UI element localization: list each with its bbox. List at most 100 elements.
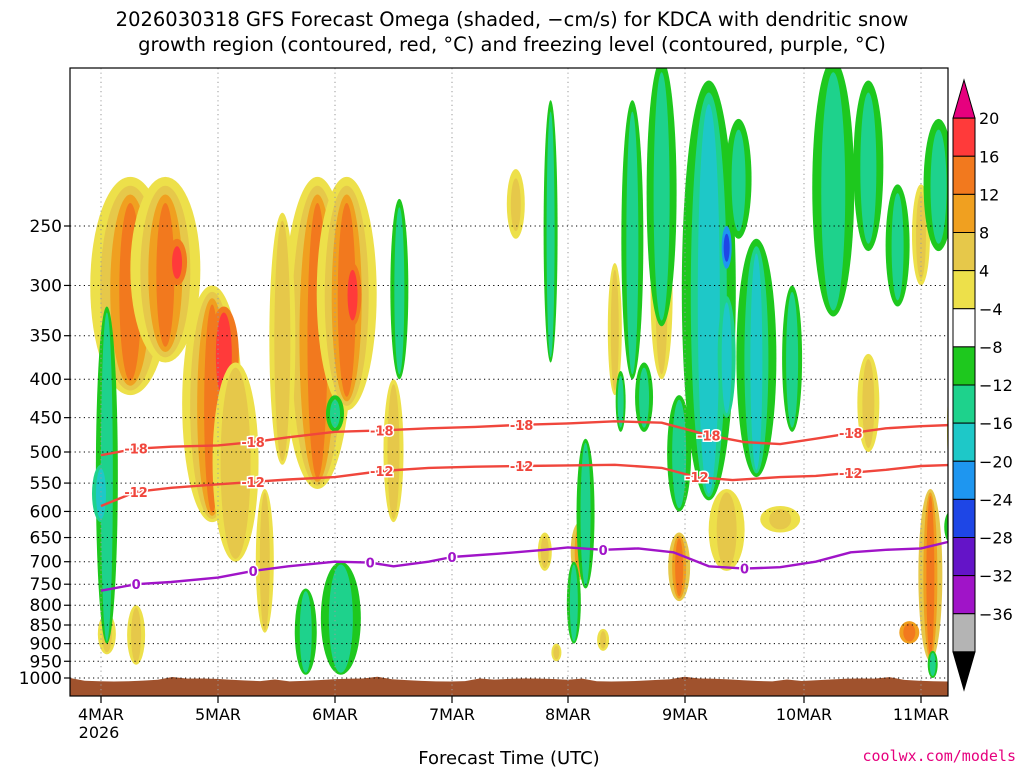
colorbar-label: −20 bbox=[979, 452, 1013, 471]
omega-shaded-region bbox=[926, 495, 935, 658]
y-tick-label: 350 bbox=[30, 327, 62, 347]
x-tick-label: 10MAR bbox=[776, 705, 832, 724]
omega-shaded-region bbox=[617, 375, 624, 428]
contour-label: -18 bbox=[697, 429, 721, 444]
contour-label: -12 bbox=[124, 486, 148, 501]
omega-shaded-region bbox=[786, 291, 799, 428]
colorbar-label: 4 bbox=[979, 262, 989, 281]
y-tick-label: 400 bbox=[30, 370, 62, 390]
omega-shaded-region bbox=[731, 129, 746, 232]
omega-shaded-region bbox=[639, 367, 650, 428]
colorbar-swatch bbox=[952, 422, 976, 462]
contour-label: 0 bbox=[599, 544, 608, 559]
omega-shaded-region bbox=[944, 512, 948, 542]
x-axis-title: Forecast Time (UTC) bbox=[418, 748, 599, 768]
y-tick-label: 850 bbox=[30, 616, 62, 636]
colorbar-swatch bbox=[952, 384, 976, 424]
omega-shaded-region bbox=[860, 92, 877, 244]
omega-shaded-region bbox=[697, 104, 720, 494]
chart-title-line-1: 2026030318 GFS Forecast Omega (shaded, −… bbox=[116, 8, 909, 31]
contour-label: -18 bbox=[124, 443, 148, 458]
contour-label: -18 bbox=[370, 424, 394, 439]
colorbar-label: −36 bbox=[979, 605, 1013, 624]
colorbar-label: 16 bbox=[979, 147, 999, 166]
y-tick-label: 1000 bbox=[19, 669, 62, 689]
omega-shaded-region bbox=[600, 631, 607, 649]
colorbar-swatch bbox=[952, 193, 976, 233]
omega-shaded-region bbox=[546, 111, 555, 358]
terrain-fill bbox=[70, 676, 948, 696]
x-tick-label: 9MAR bbox=[662, 705, 708, 724]
omega-shaded-region bbox=[510, 178, 521, 232]
y-tick-label: 900 bbox=[30, 635, 62, 655]
omega-shaded-region bbox=[653, 72, 670, 321]
colorbar-label: −4 bbox=[979, 300, 1003, 319]
omega-shaded-region bbox=[610, 269, 619, 391]
contour-line bbox=[100, 420, 948, 457]
colorbar-label: −24 bbox=[979, 490, 1013, 509]
pressure-axis: 2503003504004505005506006507007508008509… bbox=[19, 217, 70, 689]
contour-label: -18 bbox=[241, 436, 265, 451]
contour-label: -18 bbox=[510, 419, 534, 434]
y-tick-label: 700 bbox=[30, 553, 62, 573]
omega-shaded-region bbox=[172, 246, 183, 279]
y-tick-label: 450 bbox=[30, 409, 62, 429]
y-tick-label: 300 bbox=[30, 276, 62, 296]
omega-shaded-region bbox=[891, 193, 904, 301]
omega-shaded-region bbox=[672, 399, 687, 509]
x-tick-label: 7MAR bbox=[429, 705, 475, 724]
omega-shaded-region bbox=[580, 442, 591, 586]
chart-title-line-2: growth region (contoured, red, °C) and f… bbox=[138, 33, 886, 56]
temperature-contours: -18 -18 -18 -18 -18 -18 -12 -12 -12 -12 -12 -12 0 0 0 0… bbox=[100, 417, 948, 595]
colorbar-label: −8 bbox=[979, 338, 1003, 357]
omega-shaded-region bbox=[274, 220, 291, 462]
omega-shaded-region bbox=[569, 564, 578, 642]
contour-line bbox=[100, 463, 948, 508]
omega-shaded-region bbox=[930, 129, 947, 244]
omega-shaded-region bbox=[862, 359, 875, 449]
contour-label: 0 bbox=[132, 578, 141, 593]
colorbar-label: −32 bbox=[979, 567, 1013, 586]
omega-colorbar: 20 16 12 8 4 −4 −8 −12 −16 −20 −24 −28 −32 −36 bbox=[952, 78, 1013, 692]
omega-shaded-region bbox=[929, 652, 936, 677]
x-tick-label: 11MAR bbox=[893, 705, 949, 724]
colorbar-label: −28 bbox=[979, 529, 1013, 548]
omega-shaded-region bbox=[259, 492, 270, 631]
omega-shaded-region bbox=[347, 269, 358, 321]
colorbar-label: 8 bbox=[979, 224, 989, 243]
omega-shaded-region bbox=[626, 111, 639, 375]
colorbar-bottom-arrow bbox=[952, 651, 976, 692]
contour-label: 0 bbox=[447, 551, 456, 566]
omega-shaded-region bbox=[540, 535, 549, 569]
colorbar-swatch bbox=[952, 232, 976, 272]
y-tick-label: 950 bbox=[30, 652, 62, 672]
year-label: 2026 bbox=[79, 723, 120, 742]
colorbar-top-arrow bbox=[952, 78, 976, 119]
omega-shaded-region bbox=[328, 564, 353, 673]
contour-label: 0 bbox=[740, 563, 749, 578]
colorbar-label: −16 bbox=[979, 414, 1013, 433]
x-tick-label: 6MAR bbox=[312, 705, 358, 724]
colorbar-swatch bbox=[952, 498, 976, 538]
y-tick-label: 650 bbox=[30, 529, 62, 549]
colorbar-swatch bbox=[952, 460, 976, 500]
colorbar-swatch bbox=[952, 537, 976, 577]
omega-shaded-region bbox=[553, 645, 560, 660]
contour-label: 0 bbox=[366, 557, 375, 572]
time-axis: 4MAR 5MAR 6MAR 7MAR 8MAR 9MAR 10MAR 11MAR bbox=[78, 696, 949, 724]
x-tick-label: 5MAR bbox=[195, 705, 241, 724]
colorbar-swatch bbox=[952, 575, 976, 615]
omega-shaded-region bbox=[96, 468, 106, 519]
contour-label: -18 bbox=[839, 427, 863, 442]
omega-shaded-region bbox=[723, 233, 730, 262]
colorbar-swatch bbox=[952, 613, 976, 653]
omega-shaded-region bbox=[903, 623, 916, 642]
y-tick-label: 750 bbox=[30, 575, 62, 595]
omega-shaded-region bbox=[387, 384, 400, 519]
ground-surface-band bbox=[70, 676, 948, 696]
contour-label: -12 bbox=[510, 460, 534, 475]
contour-label: -12 bbox=[685, 471, 709, 486]
colorbar-swatch bbox=[952, 117, 976, 157]
omega-shaded-region bbox=[916, 193, 926, 279]
plot-gridlines bbox=[70, 68, 948, 696]
